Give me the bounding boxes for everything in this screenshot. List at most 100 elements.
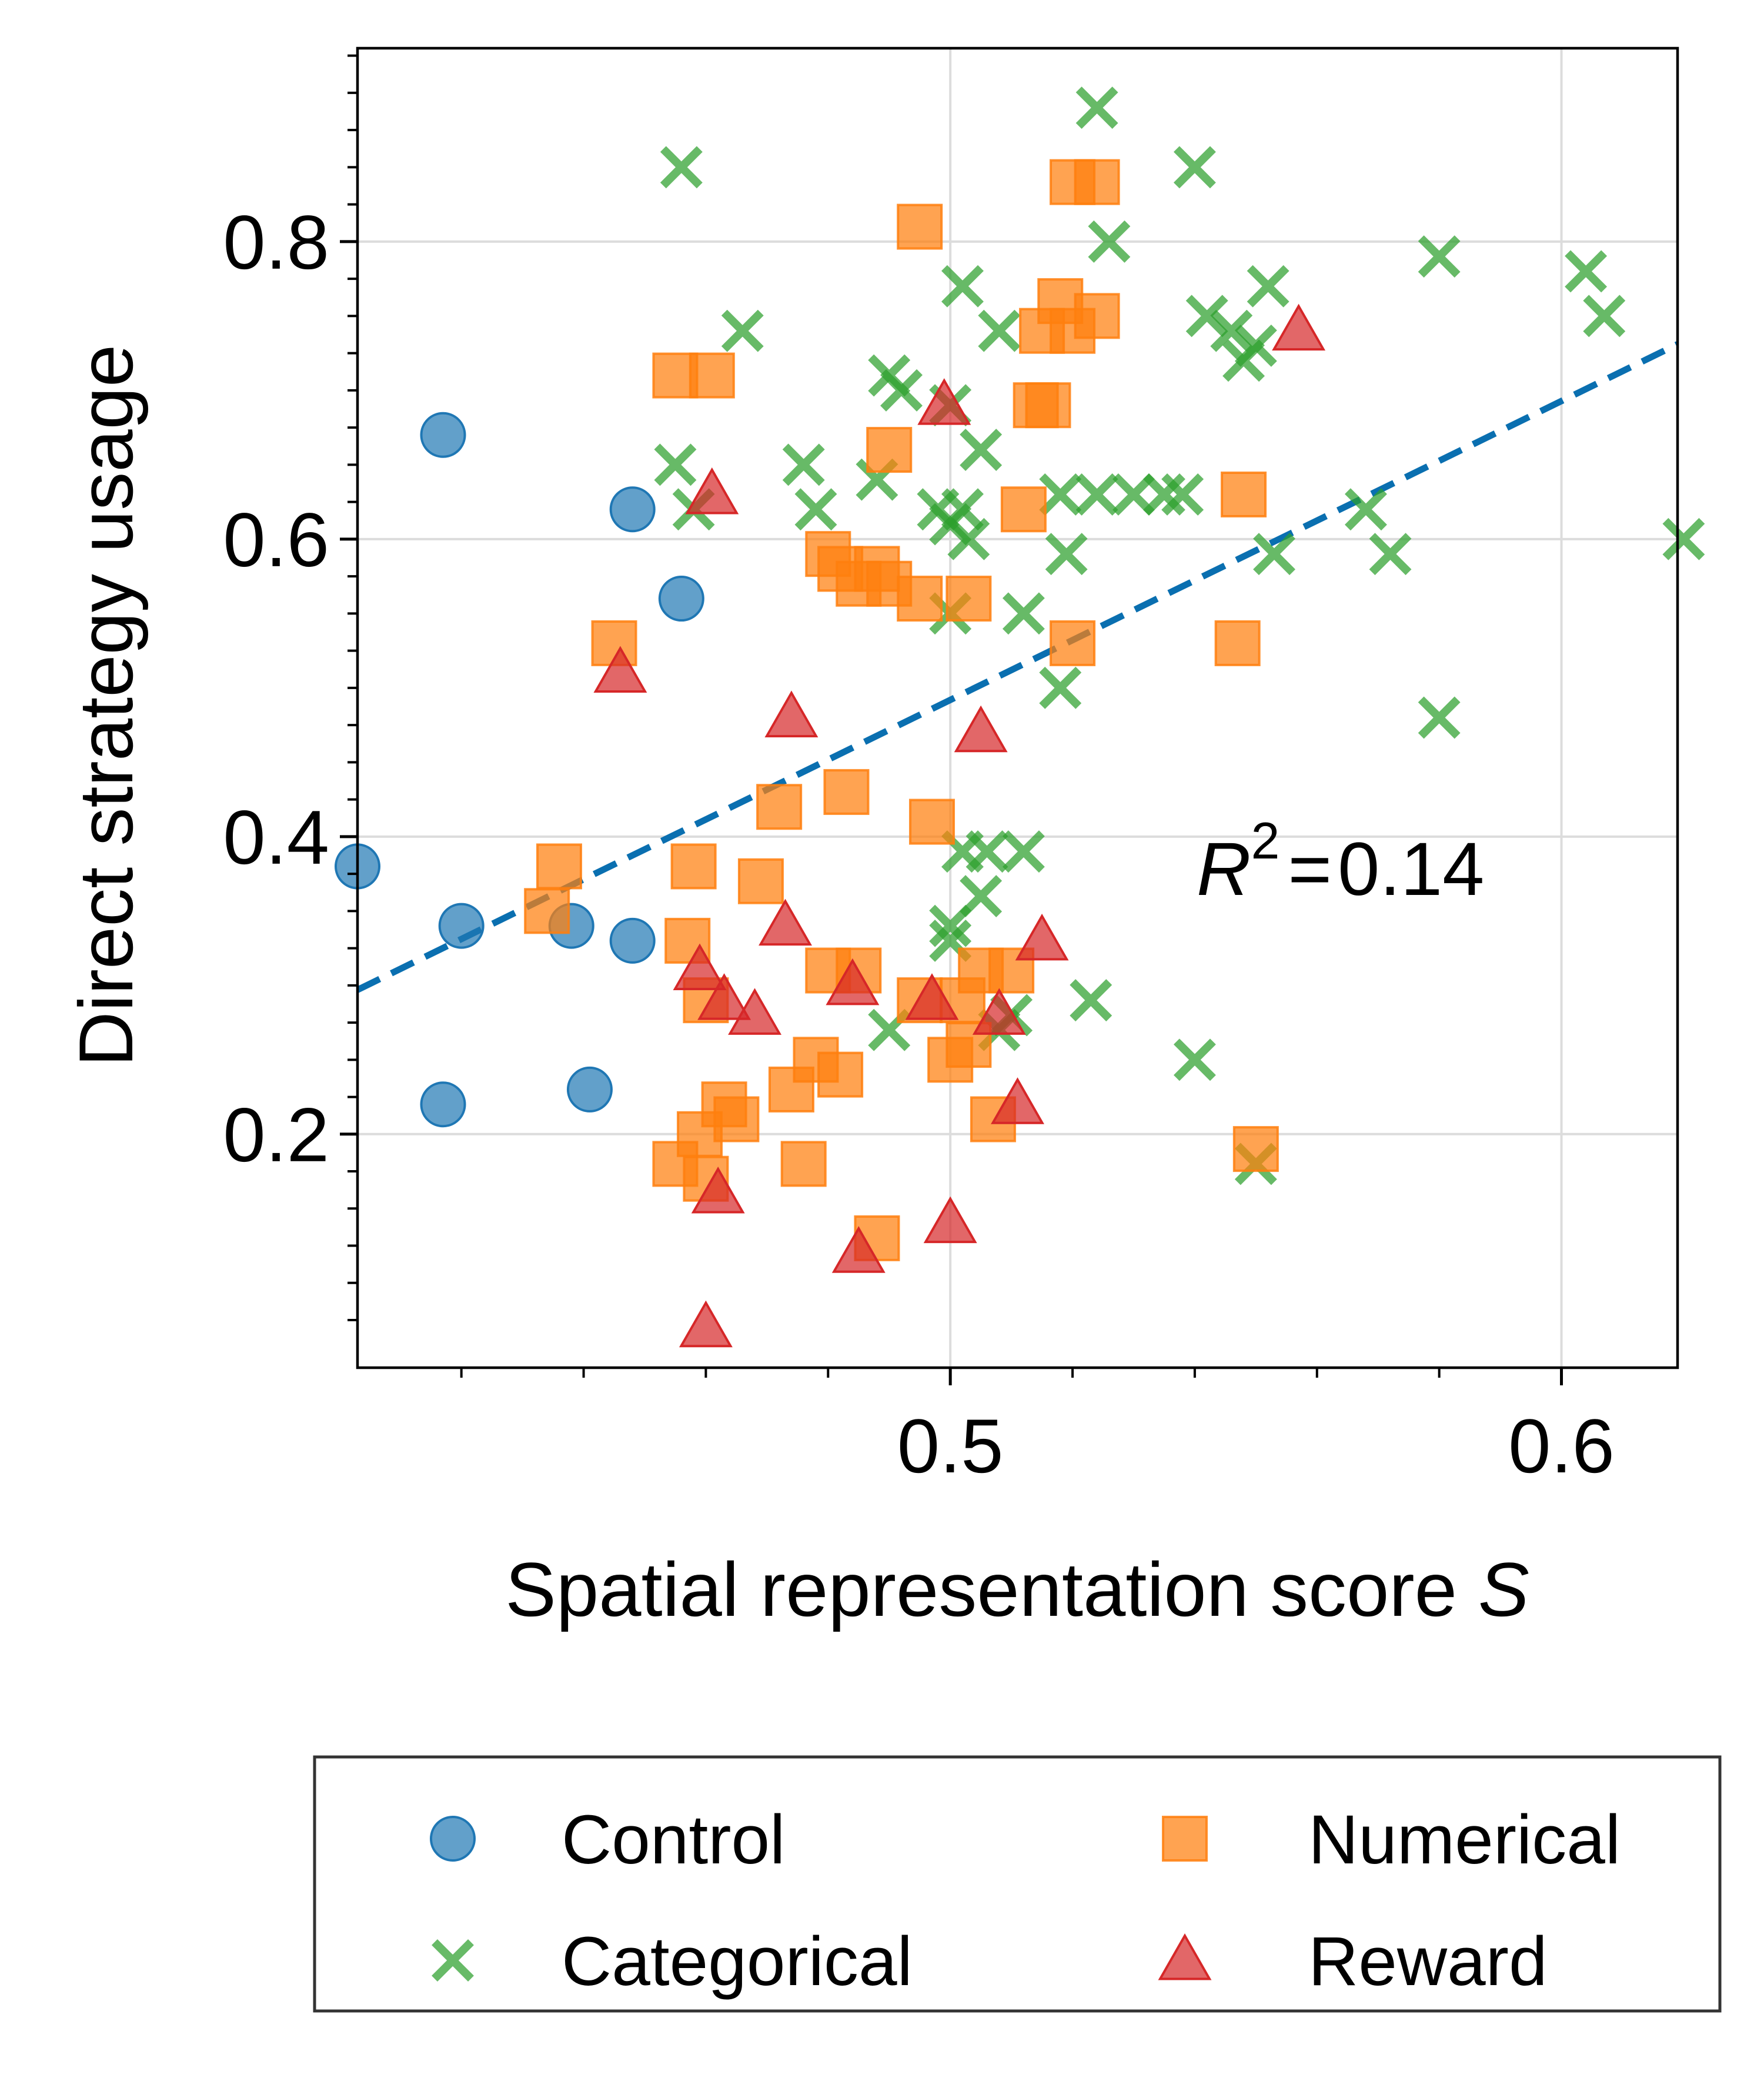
numerical-point-5 xyxy=(670,843,717,890)
categorical-point-21 xyxy=(965,830,1008,873)
categorical-point-31 xyxy=(1112,473,1155,516)
reward-point-14 xyxy=(954,705,1008,753)
series-categorical xyxy=(654,86,1705,1185)
x-axis-label: Spatial representation score S xyxy=(505,1546,1529,1632)
categorical-point-38 xyxy=(1234,325,1277,367)
categorical-point-39 xyxy=(1247,265,1289,308)
numerical-point-11 xyxy=(756,784,803,830)
reward-point-15 xyxy=(972,988,1026,1035)
reward-point-1 xyxy=(685,467,739,515)
numerical-point-25 xyxy=(946,576,992,622)
categorical-point-47 xyxy=(1344,488,1387,531)
categorical-point-52 xyxy=(1583,295,1626,338)
reward-point-7 xyxy=(826,958,880,1005)
categorical-point-27 xyxy=(1039,666,1082,709)
legend-marker-numerical xyxy=(1162,1816,1208,1862)
categorical-point-0 xyxy=(660,146,703,189)
reward-point-13 xyxy=(917,378,971,425)
categorical-point-28 xyxy=(1075,473,1118,516)
categorical-point-3 xyxy=(721,309,764,352)
reward-point-4 xyxy=(728,988,782,1035)
reward-point-2 xyxy=(673,943,727,991)
reward-point-18 xyxy=(1272,303,1326,351)
numerical-point-26 xyxy=(866,427,913,473)
reward-point-8 xyxy=(831,1226,886,1273)
legend-box xyxy=(313,1755,1722,2013)
reward-point-12 xyxy=(923,1196,977,1244)
control-point-7 xyxy=(609,917,656,964)
categorical-point-35 xyxy=(1185,295,1228,338)
categorical-point-14 xyxy=(941,265,984,308)
categorical-point-15 xyxy=(978,309,1021,352)
numerical-point-10 xyxy=(737,858,784,904)
reward-point-9 xyxy=(679,1300,733,1348)
numerical-point-40 xyxy=(1000,486,1047,533)
legend: Control Categorical Numerical Reward xyxy=(313,1755,1722,2013)
categorical-point-53 xyxy=(1662,517,1705,560)
categorical-point-7 xyxy=(880,369,923,412)
numerical-point-52 xyxy=(1232,1126,1279,1172)
numerical-point-29 xyxy=(908,799,955,845)
numerical-point-51 xyxy=(1214,620,1261,666)
categorical-point-34 xyxy=(1173,146,1216,189)
reward-point-5 xyxy=(764,690,818,737)
control-point-1 xyxy=(438,903,485,949)
y-tick-label-3: 0.8 xyxy=(223,199,329,285)
numerical-point-1 xyxy=(524,888,570,934)
y-tick-label-1: 0.4 xyxy=(223,794,329,880)
data-points xyxy=(335,86,1705,1348)
categorical-point-26 xyxy=(1045,533,1088,576)
numerical-point-46 xyxy=(1074,159,1120,205)
series-numerical xyxy=(524,159,1279,1261)
categorical-point-30 xyxy=(1088,220,1131,263)
legend-label-control: Control xyxy=(562,1801,785,1879)
numerical-point-42 xyxy=(1025,382,1071,429)
control-point-2 xyxy=(420,412,466,458)
numerical-point-47 xyxy=(1074,293,1120,339)
numerical-point-14 xyxy=(817,1051,864,1098)
numerical-point-15 xyxy=(780,1141,827,1187)
numerical-point-4 xyxy=(689,352,735,399)
reward-point-11 xyxy=(905,973,959,1020)
categorical-point-22 xyxy=(960,875,1003,917)
control-point-5 xyxy=(566,1066,613,1113)
r-squared-annotation: R2 =0.14 xyxy=(1197,811,1484,911)
numerical-point-16 xyxy=(713,1096,760,1142)
legend-marker-reward xyxy=(1158,1933,1212,1980)
y-axis-label: Direct strategy usage xyxy=(63,345,149,1067)
numerical-point-0 xyxy=(536,843,582,890)
categorical-point-13 xyxy=(947,517,990,560)
numerical-point-28 xyxy=(823,769,870,815)
y-axis: 0.2 0.4 0.6 0.8 xyxy=(223,54,358,1322)
reward-point-10 xyxy=(691,1166,745,1214)
numerical-point-27 xyxy=(897,203,943,250)
plot-frame xyxy=(356,46,1679,1369)
categorical-point-50 xyxy=(1418,696,1461,739)
x-tick-label-1: 0.6 xyxy=(1508,1403,1615,1489)
series-reward xyxy=(593,303,1326,1348)
control-point-3 xyxy=(420,1081,466,1128)
numerical-point-50 xyxy=(1221,471,1267,517)
numerical-point-48 xyxy=(1019,308,1065,354)
categorical-point-33 xyxy=(1161,473,1204,516)
legend-marker-control xyxy=(430,1816,476,1862)
categorical-point-49 xyxy=(1418,235,1461,278)
control-point-6 xyxy=(609,486,656,533)
reward-point-17 xyxy=(1015,913,1069,961)
categorical-point-4 xyxy=(782,443,825,486)
categorical-point-16 xyxy=(960,429,1003,472)
categorical-point-25 xyxy=(1039,473,1082,516)
categorical-point-48 xyxy=(1369,533,1412,576)
legend-label-reward: Reward xyxy=(1308,1923,1548,2000)
y-tick-label-0: 0.2 xyxy=(223,1092,329,1178)
x-tick-label-0: 0.5 xyxy=(897,1403,1004,1489)
categorical-point-24 xyxy=(1002,592,1045,635)
reward-point-6 xyxy=(759,898,812,946)
categorical-point-32 xyxy=(1142,473,1185,516)
categorical-point-36 xyxy=(1210,309,1253,352)
categorical-point-41 xyxy=(1070,979,1112,1022)
legend-label-categorical: Categorical xyxy=(562,1923,913,2000)
legend-marker-categorical xyxy=(432,1939,474,1982)
legend-label-numerical: Numerical xyxy=(1308,1801,1621,1879)
